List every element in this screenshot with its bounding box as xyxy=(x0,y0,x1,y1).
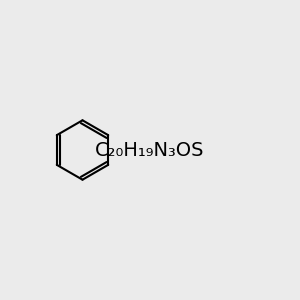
Text: C₂₀H₁₉N₃OS: C₂₀H₁₉N₃OS xyxy=(95,140,205,160)
